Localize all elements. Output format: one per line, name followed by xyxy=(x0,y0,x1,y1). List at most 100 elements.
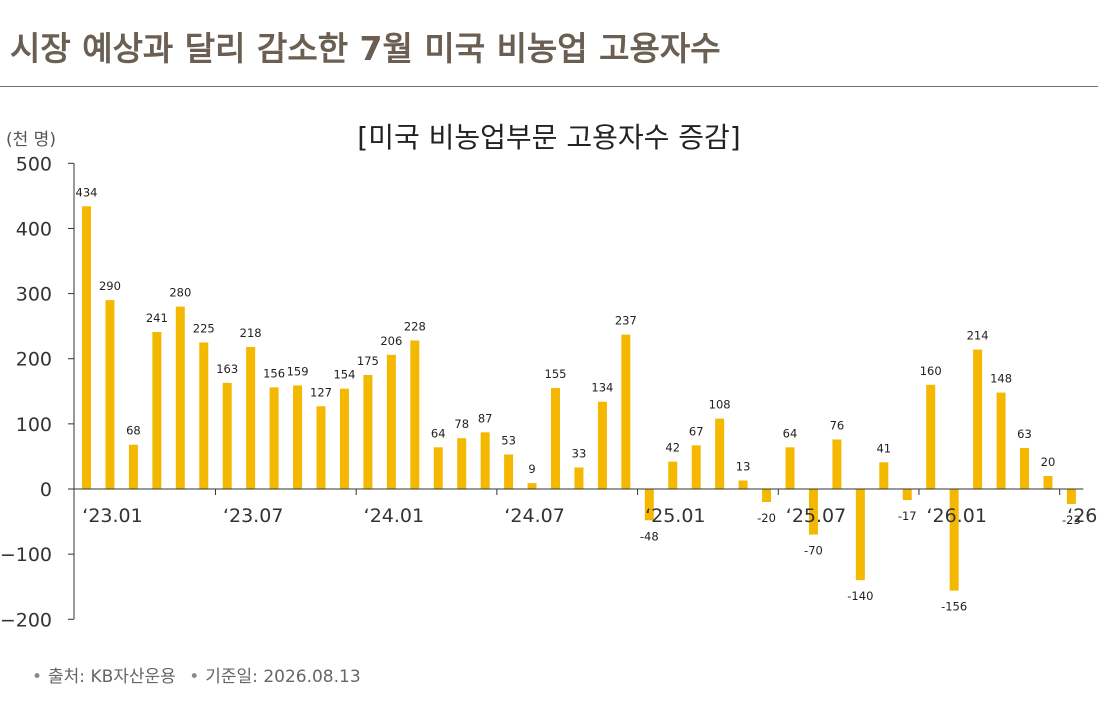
data-label: -17 xyxy=(898,509,917,523)
bar xyxy=(808,489,818,535)
y-tick-label: 0 xyxy=(40,479,52,501)
y-tick-label: 400 xyxy=(16,218,52,240)
bar xyxy=(246,346,256,489)
bar xyxy=(738,480,748,489)
data-label: 64 xyxy=(431,426,446,440)
bar xyxy=(879,462,889,489)
data-label: 9 xyxy=(528,462,535,476)
data-label: 127 xyxy=(310,385,332,399)
data-label: 64 xyxy=(783,426,798,440)
bar xyxy=(82,206,91,489)
footer: • 출처: KB자산운용 • 기준일: 2026.08.13 xyxy=(32,662,361,687)
x-tick-label: ‘25.01 xyxy=(645,505,705,527)
y-tick-label: −200 xyxy=(0,609,52,631)
data-label: 156 xyxy=(263,366,285,380)
bar xyxy=(668,461,678,489)
bar xyxy=(363,375,373,489)
data-label: 434 xyxy=(76,185,98,199)
bar xyxy=(902,489,912,501)
bullet-icon: • xyxy=(189,667,200,687)
data-label: 218 xyxy=(240,326,262,340)
y-tick-label: 500 xyxy=(16,153,52,175)
y-tick-label: −100 xyxy=(0,544,52,566)
bar xyxy=(199,342,209,489)
data-label: 76 xyxy=(830,418,845,432)
data-label: 108 xyxy=(709,398,731,412)
data-label: -48 xyxy=(640,529,659,543)
data-label: 241 xyxy=(146,311,168,325)
data-label: 155 xyxy=(545,367,567,381)
bar xyxy=(1020,447,1029,489)
data-label: 42 xyxy=(665,441,680,455)
bar xyxy=(551,388,560,489)
bar xyxy=(410,340,420,489)
bar xyxy=(175,306,185,489)
y-axis-unit: (천 명) xyxy=(6,130,56,150)
data-label: 175 xyxy=(357,354,379,368)
data-label: -20 xyxy=(757,511,776,525)
bar xyxy=(222,382,232,489)
bar xyxy=(621,334,631,489)
bar xyxy=(457,438,467,489)
page-headline: 시장 예상과 달리 감소한 7월 미국 비농업 고용자수 xyxy=(10,29,721,68)
bar xyxy=(386,354,396,489)
bar xyxy=(926,384,936,489)
data-label: 41 xyxy=(876,441,891,455)
data-label: 63 xyxy=(1017,427,1032,441)
chart-title: [미국 비농업부문 고용자수 증감] xyxy=(357,121,741,154)
bar xyxy=(480,432,490,489)
bar xyxy=(762,489,772,503)
data-label: 68 xyxy=(126,424,141,438)
y-tick-label: 200 xyxy=(16,349,52,371)
bar xyxy=(1043,475,1053,489)
data-label: 13 xyxy=(736,460,751,474)
bar xyxy=(644,489,654,521)
bar xyxy=(105,300,115,489)
x-tick-label: ‘26.07 xyxy=(1067,505,1098,527)
date-note: 기준일: 2026.08.13 xyxy=(205,667,361,687)
data-label: -23 xyxy=(1062,513,1081,527)
bar xyxy=(316,406,326,489)
data-label: -140 xyxy=(847,589,873,603)
data-label: 20 xyxy=(1041,455,1056,469)
x-tick-label: ‘24.07 xyxy=(504,505,564,527)
data-label: 280 xyxy=(169,286,191,300)
headline-divider xyxy=(0,86,1098,87)
bar xyxy=(504,454,514,489)
data-label: 160 xyxy=(920,364,942,378)
bar xyxy=(949,489,959,591)
data-label: 237 xyxy=(615,314,637,328)
bar xyxy=(527,483,537,489)
data-label: 78 xyxy=(454,417,469,431)
bar xyxy=(597,401,607,489)
data-label: 228 xyxy=(404,319,426,333)
bar xyxy=(855,489,865,581)
data-label: 154 xyxy=(333,368,355,382)
x-tick-label: ‘23.01 xyxy=(82,505,142,527)
bar xyxy=(832,439,842,489)
data-label: 87 xyxy=(478,411,493,425)
bar xyxy=(785,447,795,489)
x-tick-label: ‘23.07 xyxy=(223,505,283,527)
data-label: 53 xyxy=(501,433,516,447)
data-label: 290 xyxy=(99,279,121,293)
data-label: 159 xyxy=(287,364,309,378)
source-note: 출처: KB자산운용 xyxy=(48,667,176,687)
data-label: 33 xyxy=(572,447,587,461)
bar xyxy=(152,332,162,489)
bar xyxy=(574,467,584,489)
data-label: 148 xyxy=(990,372,1012,386)
data-label: -70 xyxy=(804,544,823,558)
data-label: 225 xyxy=(193,321,215,335)
x-tick-label: ‘26.01 xyxy=(926,505,986,527)
data-label: 163 xyxy=(216,362,238,376)
bar xyxy=(996,392,1006,489)
bar xyxy=(339,388,349,489)
bar xyxy=(973,349,983,489)
y-tick-label: 100 xyxy=(16,414,52,436)
data-label: 214 xyxy=(967,329,989,343)
x-tick-label: ‘24.01 xyxy=(364,505,424,527)
bar xyxy=(293,385,303,489)
bar xyxy=(433,447,443,489)
